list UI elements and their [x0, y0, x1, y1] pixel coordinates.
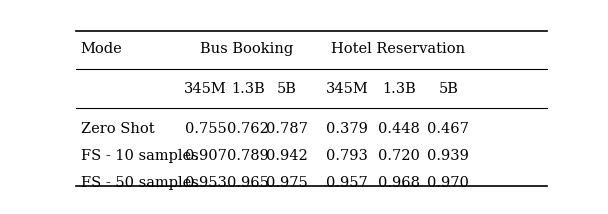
Text: 5B: 5B: [438, 82, 458, 96]
Text: 0.970: 0.970: [427, 176, 469, 190]
Text: 0.975: 0.975: [266, 176, 308, 190]
Text: Zero Shot: Zero Shot: [81, 122, 154, 136]
Text: FS - 50 samples: FS - 50 samples: [81, 176, 199, 190]
Text: 0.953: 0.953: [185, 176, 227, 190]
Text: 0.720: 0.720: [378, 149, 420, 163]
Text: 0.789: 0.789: [227, 149, 269, 163]
Text: 345M: 345M: [184, 82, 227, 96]
Text: FS - 10 samples: FS - 10 samples: [81, 149, 198, 163]
Text: 1.3B: 1.3B: [382, 82, 416, 96]
Text: 0.939: 0.939: [427, 149, 469, 163]
Text: 0.448: 0.448: [378, 122, 420, 136]
Text: 0.968: 0.968: [378, 176, 420, 190]
Text: 0.942: 0.942: [266, 149, 308, 163]
Text: 1.3B: 1.3B: [231, 82, 265, 96]
Text: 5B: 5B: [277, 82, 297, 96]
Text: 0.965: 0.965: [227, 176, 269, 190]
Text: 0.755: 0.755: [185, 122, 226, 136]
Text: 0.467: 0.467: [427, 122, 469, 136]
Text: 0.907: 0.907: [185, 149, 227, 163]
Text: 345M: 345M: [325, 82, 368, 96]
Text: Hotel Reservation: Hotel Reservation: [331, 42, 465, 56]
Text: 0.957: 0.957: [326, 176, 368, 190]
Text: 0.787: 0.787: [266, 122, 308, 136]
Text: 0.762: 0.762: [227, 122, 269, 136]
Text: 0.793: 0.793: [326, 149, 368, 163]
Text: 0.379: 0.379: [326, 122, 368, 136]
Text: Mode: Mode: [81, 42, 122, 56]
Text: Bus Booking: Bus Booking: [199, 42, 293, 56]
